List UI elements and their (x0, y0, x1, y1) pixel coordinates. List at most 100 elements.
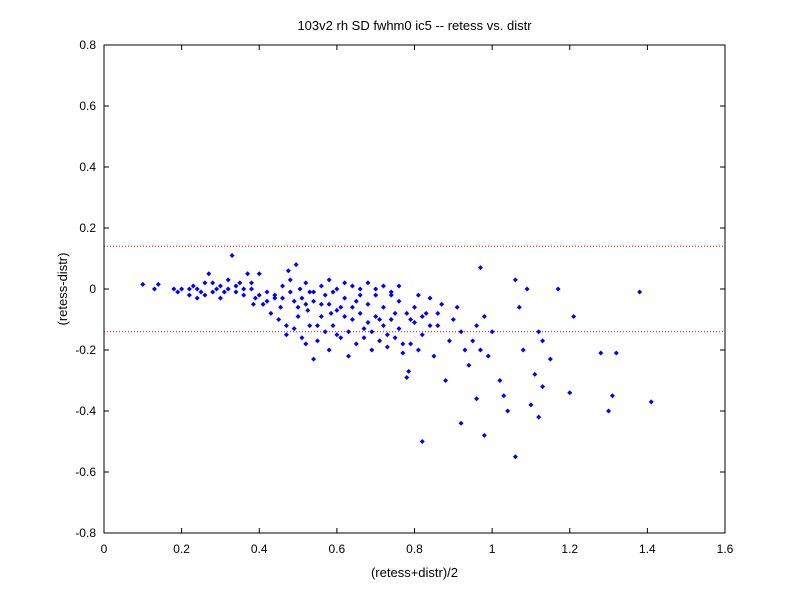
data-point (318, 301, 324, 307)
x-tick-label: 0.2 (173, 542, 190, 556)
data-point (512, 277, 518, 283)
data-point (155, 281, 161, 287)
data-point (326, 301, 332, 307)
data-point (419, 313, 425, 319)
data-point (536, 329, 542, 335)
data-point (303, 341, 309, 347)
data-point (648, 399, 654, 405)
data-point (280, 283, 286, 289)
data-point (272, 295, 278, 301)
data-point (264, 298, 270, 304)
data-point (435, 310, 441, 316)
data-point (396, 298, 402, 304)
data-point (377, 317, 383, 322)
data-point (299, 295, 305, 301)
data-point (373, 313, 379, 319)
data-point (287, 277, 293, 283)
data-point (210, 289, 216, 295)
data-point (206, 271, 212, 277)
data-point (198, 289, 204, 295)
data-point (427, 295, 433, 301)
data-point (524, 286, 530, 292)
data-point (404, 310, 410, 316)
data-point (179, 286, 185, 292)
data-point (419, 332, 425, 338)
data-point (439, 301, 445, 307)
data-point (194, 286, 200, 292)
data-point (280, 295, 286, 301)
data-point (369, 347, 375, 353)
data-point (334, 307, 340, 313)
data-point (245, 271, 251, 277)
data-point (314, 323, 320, 329)
data-point (256, 271, 262, 277)
data-point (338, 304, 344, 310)
data-point (609, 393, 615, 399)
data-point (516, 304, 522, 310)
data-point (334, 332, 340, 338)
data-point (334, 286, 340, 292)
data-point (260, 301, 266, 307)
data-point (477, 265, 483, 271)
data-point (318, 283, 324, 289)
y-tick-label: 0.2 (79, 221, 96, 235)
data-point (241, 292, 247, 298)
chart-title: 103v2 rh SD fwhm0 ic5 -- retess vs. dist… (297, 18, 532, 33)
data-point (194, 295, 200, 301)
data-point (210, 280, 216, 286)
data-point (481, 432, 487, 438)
data-point (303, 301, 309, 307)
data-point (377, 338, 383, 344)
data-point (431, 353, 437, 359)
data-point (285, 268, 291, 274)
data-point (346, 353, 352, 359)
data-point (217, 283, 223, 289)
data-point (408, 317, 414, 322)
data-point (140, 281, 146, 287)
data-point (225, 277, 231, 283)
data-point (311, 356, 317, 362)
data-point (353, 341, 359, 347)
data-point (380, 283, 386, 289)
data-point (470, 338, 476, 344)
data-point (233, 283, 239, 289)
data-point (357, 292, 363, 298)
data-point (318, 313, 324, 319)
y-tick-label: -0.6 (75, 465, 96, 479)
data-point (400, 350, 406, 356)
data-point (435, 323, 441, 329)
data-point (365, 320, 371, 326)
data-point (497, 378, 503, 383)
data-point (295, 313, 301, 319)
data-point (311, 289, 317, 295)
data-point (396, 326, 402, 332)
data-point (458, 329, 464, 335)
y-tick-label: -0.4 (75, 404, 96, 418)
data-point (446, 338, 452, 344)
data-point (330, 289, 336, 295)
data-point (248, 280, 254, 286)
data-point (415, 347, 421, 353)
data-point (190, 283, 196, 289)
x-tick-label: 1.4 (639, 542, 656, 556)
data-point (326, 277, 332, 283)
data-point (314, 338, 320, 344)
data-point (466, 362, 472, 368)
x-axis-label: (retess+distr)/2 (371, 565, 458, 580)
data-point (311, 298, 317, 304)
data-point (305, 307, 311, 313)
data-point (606, 408, 612, 414)
data-point (291, 326, 297, 332)
data-point (613, 350, 619, 356)
data-point (322, 292, 328, 298)
data-point (474, 396, 480, 402)
y-axis-label: (retess-distr) (55, 253, 70, 326)
data-point (361, 326, 367, 332)
x-tick-label: 0 (101, 542, 108, 556)
data-point (412, 304, 417, 310)
data-point (353, 298, 359, 304)
y-tick-label: 0.6 (79, 99, 96, 113)
data-point (297, 286, 303, 292)
data-point (365, 301, 371, 307)
